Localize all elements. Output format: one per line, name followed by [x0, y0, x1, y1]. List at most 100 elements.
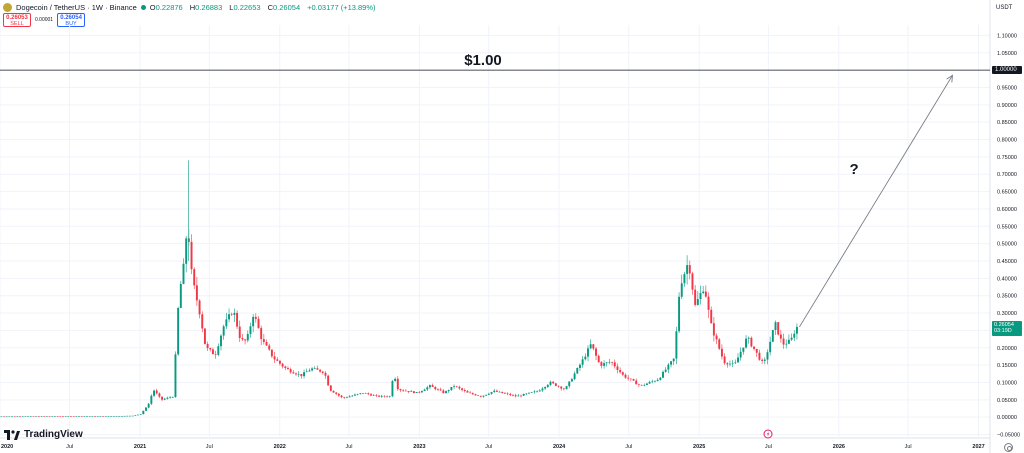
- y-tick-label: 0.75000: [997, 155, 1017, 161]
- candle-body: [745, 338, 748, 348]
- candle-body: [643, 384, 646, 386]
- dollar-level-label: $1.00: [464, 52, 502, 69]
- candle-body: [134, 415, 137, 416]
- candle-body: [335, 392, 338, 394]
- buy-button[interactable]: 0.26054 BUY: [57, 13, 86, 27]
- candle-body: [128, 415, 131, 417]
- spread-value: 0.00001: [35, 17, 54, 23]
- x-tick-label: Jul: [206, 444, 213, 450]
- candle-body: [712, 323, 715, 336]
- x-tick-label: Jul: [485, 444, 492, 450]
- dogecoin-logo-icon: [3, 3, 12, 12]
- candle-body: [43, 416, 46, 417]
- x-tick-label: Jul: [345, 444, 352, 450]
- ohlc-high: H0.26883: [189, 3, 223, 12]
- candle-body: [182, 263, 185, 284]
- y-tick-label: 0.45000: [997, 259, 1017, 265]
- candle-body: [273, 356, 276, 360]
- chart-annotations: $1.00?: [0, 52, 990, 328]
- candle-body: [391, 381, 394, 397]
- candle-body: [570, 379, 573, 382]
- candle-body: [86, 416, 89, 417]
- candle-body: [29, 416, 32, 417]
- candle-body: [321, 371, 324, 373]
- y-tick-label: 0.00000: [997, 415, 1017, 421]
- candle-body: [211, 349, 214, 355]
- y-tick-label: 0.50000: [997, 242, 1017, 248]
- candle-body: [356, 393, 359, 395]
- candle-body: [447, 390, 450, 392]
- candle-body: [568, 381, 571, 387]
- candle-body: [785, 343, 788, 345]
- x-tick-label: Jul: [765, 444, 772, 450]
- candle-body: [399, 389, 402, 391]
- candle-body: [514, 395, 517, 397]
- tradingview-branding[interactable]: TradingView: [4, 429, 83, 440]
- projection-arrow: [799, 75, 953, 328]
- candle-body: [32, 416, 35, 417]
- candle-body: [11, 416, 14, 418]
- candle-body: [123, 415, 126, 417]
- candle-body: [244, 339, 247, 341]
- candle-body: [530, 392, 533, 393]
- candle-body: [479, 395, 482, 397]
- candle-body: [136, 414, 139, 416]
- candle-body: [402, 390, 405, 391]
- y-tick-label: 0.85000: [997, 120, 1017, 126]
- candle-body: [112, 416, 115, 417]
- candle-body: [220, 335, 222, 347]
- candle-body: [158, 393, 161, 397]
- candle-body: [278, 360, 281, 364]
- candle-body: [139, 414, 142, 415]
- candle-body: [512, 395, 514, 396]
- candle-body: [683, 273, 686, 284]
- x-tick-label: 2025: [693, 444, 705, 450]
- candle-body: [691, 273, 694, 290]
- candle-body: [428, 385, 431, 388]
- candle-body: [779, 334, 782, 339]
- candle-body: [589, 344, 592, 349]
- flash-event-icon[interactable]: [763, 429, 773, 439]
- candle-body: [72, 416, 75, 417]
- settings-icon[interactable]: [1004, 443, 1013, 452]
- x-tick-label: Jul: [66, 444, 73, 450]
- x-tick-label: 2021: [134, 444, 146, 450]
- x-tick-label: Jul: [905, 444, 912, 450]
- candle-body: [659, 377, 662, 380]
- candle-body: [59, 416, 62, 417]
- candle-body: [316, 368, 319, 370]
- candle-body: [482, 395, 485, 397]
- candle-body: [246, 333, 249, 341]
- price-axis[interactable]: 1.100001.050001.000000.950000.900000.850…: [997, 33, 1020, 438]
- candle-body: [155, 390, 158, 394]
- candle-body: [21, 416, 24, 418]
- symbol-title[interactable]: Dogecoin / TetherUS · 1W · Binance: [16, 3, 137, 12]
- x-tick-label: 2024: [553, 444, 566, 450]
- candle-body: [343, 397, 346, 398]
- candle-body: [40, 416, 43, 417]
- candle-body: [793, 333, 796, 338]
- candle-body: [747, 337, 750, 339]
- y-tick-label: 0.10000: [997, 380, 1017, 386]
- candle-body: [214, 354, 217, 355]
- candle-body: [546, 384, 549, 387]
- candle-body: [434, 386, 437, 390]
- currency-label[interactable]: USDT: [996, 5, 1013, 11]
- candle-body: [16, 416, 19, 418]
- time-axis[interactable]: 2020 Jul 2021 Jul 2022 Jul 2023 Jul 2024 Jul 2025 J…: [1, 444, 985, 450]
- sell-label: SELL: [10, 21, 24, 27]
- candle-body: [664, 369, 667, 372]
- candle-body: [517, 395, 520, 397]
- candle-body: [364, 393, 367, 394]
- candle-body: [611, 362, 614, 363]
- candle-body: [755, 348, 758, 353]
- candle-body: [576, 368, 579, 374]
- candle-body: [506, 393, 509, 395]
- y-tick-label: 0.30000: [997, 311, 1017, 317]
- candle-body: [498, 391, 501, 393]
- sell-button[interactable]: 0.26053 SELL: [3, 13, 31, 27]
- candle-body: [153, 390, 155, 396]
- candle-body: [257, 318, 260, 329]
- candle-body: [48, 416, 51, 417]
